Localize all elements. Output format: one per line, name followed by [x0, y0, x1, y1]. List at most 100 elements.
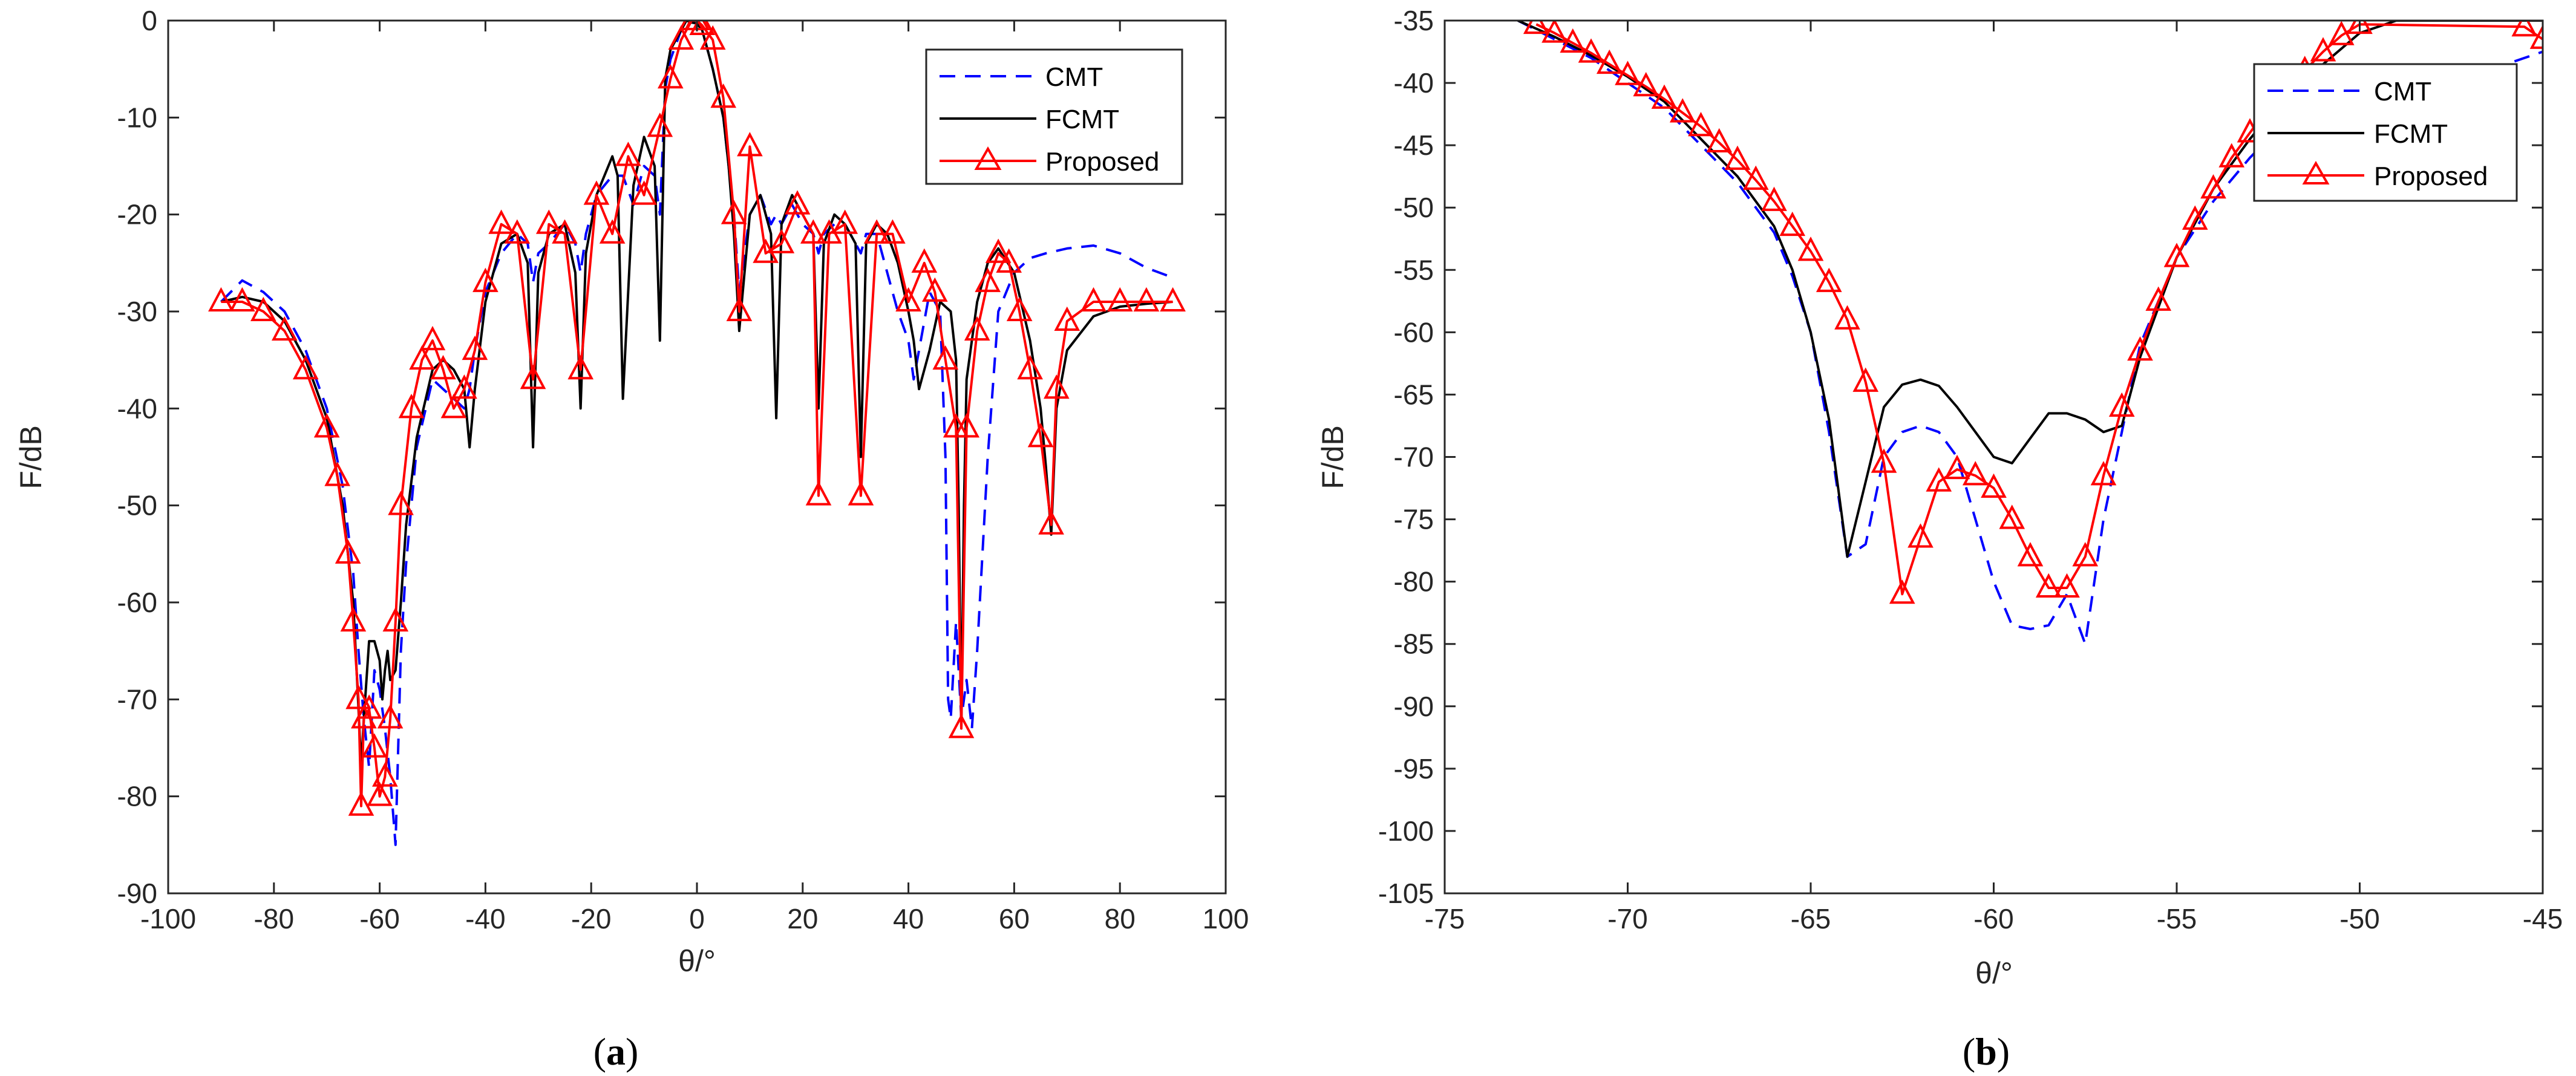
data-point-proposed-b — [1889, 579, 1915, 604]
data-point-proposed-a — [472, 267, 499, 292]
legend-label-cmt-a: CMT — [1045, 62, 1103, 92]
x-tick-label-a: -20 — [571, 903, 611, 934]
y-tick-label-a: -80 — [117, 781, 157, 812]
data-point-proposed-a — [324, 461, 351, 486]
data-point-proposed-b — [1871, 448, 1897, 473]
x-tick-label-b: -70 — [1607, 903, 1647, 934]
data-point-proposed-b — [2090, 461, 2117, 486]
data-point-proposed-a — [430, 354, 456, 380]
legend-b: CMT FCMT Proposed — [2253, 63, 2518, 202]
data-point-proposed-a — [768, 229, 795, 253]
data-point-proposed-b — [1706, 128, 1733, 153]
data-point-proposed-b — [1578, 38, 1604, 63]
y-tick-label-b: -70 — [1394, 442, 1434, 473]
data-point-proposed-a — [451, 374, 477, 399]
data-point-proposed-b — [2127, 336, 2153, 361]
y-tick-label-a: -40 — [117, 393, 157, 424]
data-point-proposed-a — [345, 685, 371, 709]
y-tick-label-b: -50 — [1394, 192, 1434, 223]
data-point-proposed-a — [1027, 423, 1054, 448]
data-point-proposed-b — [1615, 60, 1641, 85]
x-tick-label-b: -55 — [2157, 903, 2197, 934]
data-point-proposed-b — [1761, 186, 1787, 211]
data-point-proposed-a — [911, 248, 938, 273]
data-point-proposed-a — [377, 704, 404, 729]
legend-label-fcmt-b: FCMT — [2374, 119, 2448, 149]
data-point-proposed-a — [271, 316, 298, 341]
x-tick-label-b: -65 — [1791, 903, 1831, 934]
x-axis-label-a: θ/° — [678, 944, 716, 978]
data-point-proposed-a — [985, 238, 1012, 263]
data-point-proposed-a — [348, 791, 374, 816]
data-point-proposed-b — [2108, 392, 2135, 417]
data-point-proposed-a — [535, 209, 562, 234]
legend-label-proposed-a: Proposed — [1045, 147, 1159, 177]
data-point-proposed-a — [488, 209, 514, 234]
y-tick-label-a: 0 — [142, 5, 157, 36]
data-point-proposed-a — [1017, 354, 1043, 380]
x-tick-label-b: -75 — [1425, 903, 1465, 934]
data-point-proposed-b — [2511, 21, 2538, 37]
data-point-proposed-a — [615, 142, 641, 166]
y-tick-label-b: -35 — [1394, 5, 1434, 36]
data-point-proposed-a — [229, 287, 255, 311]
y-tick-label-b: -45 — [1394, 129, 1434, 161]
y-axis-label-b: F/dB — [1316, 425, 1350, 489]
data-point-proposed-a — [520, 364, 546, 390]
y-tick-label-a: -90 — [117, 878, 157, 909]
series-layer-b — [1517, 21, 2543, 645]
legend-a: CMT FCMT Proposed — [925, 48, 1183, 185]
y-tick-label-a: -70 — [117, 683, 157, 715]
data-point-proposed-b — [1907, 523, 1934, 548]
data-point-proposed-a — [1054, 306, 1080, 331]
data-point-proposed-b — [1688, 111, 1714, 137]
data-point-proposed-a — [953, 413, 980, 438]
data-point-proposed-a — [567, 354, 594, 380]
data-point-proposed-a — [710, 83, 737, 108]
data-point-proposed-b — [1523, 21, 1549, 34]
chart-b: -75 -70 -65 -60 -55 -50 -45 -35 -40 -45 -50 -55 -60… — [1316, 5, 2563, 1073]
data-point-proposed-a — [631, 180, 657, 205]
y-tick-label-b: -95 — [1394, 753, 1434, 784]
y-tick-label-b: -60 — [1394, 316, 1434, 348]
data-point-proposed-b — [2017, 542, 2044, 567]
x-tick-label-a: -40 — [465, 903, 505, 934]
x-tick-label-a: -100 — [140, 903, 196, 934]
data-point-proposed-b — [1797, 236, 1824, 261]
data-point-proposed-b — [1633, 71, 1659, 97]
data-point-proposed-b — [2310, 37, 2336, 62]
data-point-proposed-a — [419, 325, 446, 351]
data-point-proposed-b — [2529, 24, 2543, 49]
data-point-proposed-a — [599, 219, 626, 244]
data-point-proposed-b — [2145, 286, 2172, 311]
panel-label-b: (b) — [1963, 1030, 2010, 1073]
x-tick-label-b: -60 — [1973, 903, 2013, 934]
data-point-proposed-b — [1816, 267, 1842, 292]
x-tick-label-a: -60 — [359, 903, 399, 934]
x-axis-label-b: θ/° — [1975, 956, 2013, 990]
legend-label-proposed-b: Proposed — [2374, 161, 2488, 191]
data-point-proposed-a — [583, 180, 610, 205]
data-point-proposed-b — [1560, 28, 1586, 53]
data-point-proposed-a — [292, 354, 319, 380]
y-tick-label-b: -100 — [1378, 815, 1434, 847]
series-line-proposed-a — [221, 21, 1173, 807]
data-point-proposed-b — [1926, 467, 1952, 492]
data-point-proposed-a — [832, 209, 858, 234]
data-point-proposed-a — [361, 733, 388, 758]
data-point-proposed-a — [784, 190, 811, 215]
y-tick-label-b: -40 — [1394, 67, 1434, 99]
data-point-proposed-b — [2035, 573, 2062, 598]
data-point-proposed-a — [335, 539, 361, 564]
y-tick-label-a: -30 — [117, 296, 157, 327]
data-point-proposed-a — [863, 219, 890, 244]
y-tick-label-a: -60 — [117, 587, 157, 618]
data-point-proposed-b — [1962, 461, 1989, 486]
data-point-proposed-a — [367, 781, 393, 806]
y-tick-label-b: -80 — [1394, 566, 1434, 598]
x-tick-label-a: 0 — [689, 903, 705, 934]
data-point-proposed-a — [504, 219, 531, 244]
data-point-proposed-a — [848, 481, 874, 506]
x-tick-label-a: 40 — [893, 903, 924, 934]
